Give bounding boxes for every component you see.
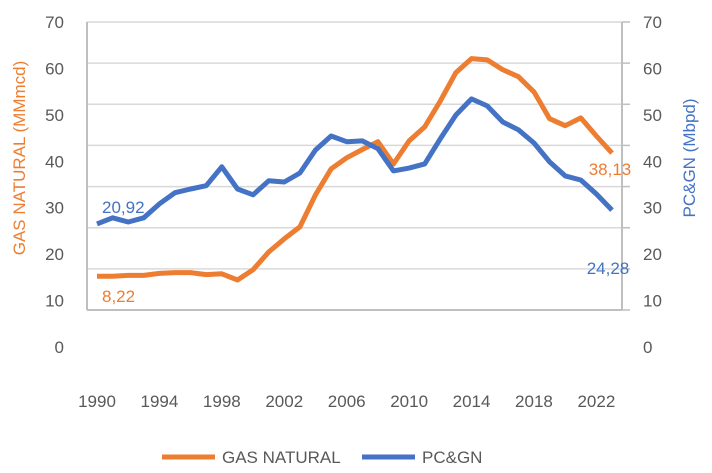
right-tick-label: 50	[643, 106, 662, 125]
legend: GAS NATURAL PC&GN	[162, 448, 482, 467]
data-labels: 8,22 38,13 20,92 24,28	[102, 160, 631, 306]
right-tick-label: 30	[643, 199, 662, 218]
right-tick-label: 60	[643, 59, 662, 78]
data-label: 20,92	[102, 198, 145, 217]
series-line-gas-natural	[96, 56, 614, 283]
left-tick-label: 60	[45, 59, 64, 78]
right-axis-ticks: 0 10 20 30 40 50 60 70	[643, 13, 662, 357]
right-tick-label: 10	[643, 292, 662, 311]
right-tick-label: 0	[643, 338, 652, 357]
series-lines	[96, 56, 614, 283]
legend-label-pcgn: PC&GN	[422, 448, 482, 467]
x-tick-label: 2014	[453, 392, 491, 411]
left-tick-label: 20	[45, 245, 64, 264]
gridlines	[87, 21, 622, 270]
x-axis-ticks: 1990 1994 1998 2002 2006 2010 2014 2018 2022	[78, 392, 615, 411]
x-tick-label: 1990	[78, 392, 116, 411]
left-tick-label: 50	[45, 106, 64, 125]
left-tick-label: 30	[45, 199, 64, 218]
x-tick-label: 1994	[141, 392, 179, 411]
x-tick-label: 2002	[265, 392, 303, 411]
x-tick-label: 2022	[577, 392, 615, 411]
series-line-pc-gn	[96, 96, 614, 227]
data-label: 8,22	[102, 287, 135, 306]
x-tick-label: 2018	[515, 392, 553, 411]
x-tick-label: 1998	[203, 392, 241, 411]
axes	[86, 21, 630, 311]
right-tick-label: 20	[643, 245, 662, 264]
data-label: 24,28	[587, 259, 630, 278]
left-axis-ticks: 0 10 20 30 40 50 60 70	[45, 13, 64, 357]
x-tick-label: 2006	[328, 392, 366, 411]
legend-label-gas-natural: GAS NATURAL	[222, 448, 341, 467]
data-label: 38,13	[589, 160, 632, 179]
x-tick-label: 2010	[390, 392, 428, 411]
right-tick-label: 40	[643, 152, 662, 171]
left-tick-label: 0	[55, 338, 64, 357]
left-axis-title: GAS NATURAL (MMmcd)	[10, 61, 29, 256]
right-tick-label: 70	[643, 13, 662, 32]
left-tick-label: 70	[45, 13, 64, 32]
right-axis-title: PC&GN (Mbpd)	[680, 98, 699, 217]
left-tick-label: 10	[45, 292, 64, 311]
left-tick-label: 40	[45, 152, 64, 171]
